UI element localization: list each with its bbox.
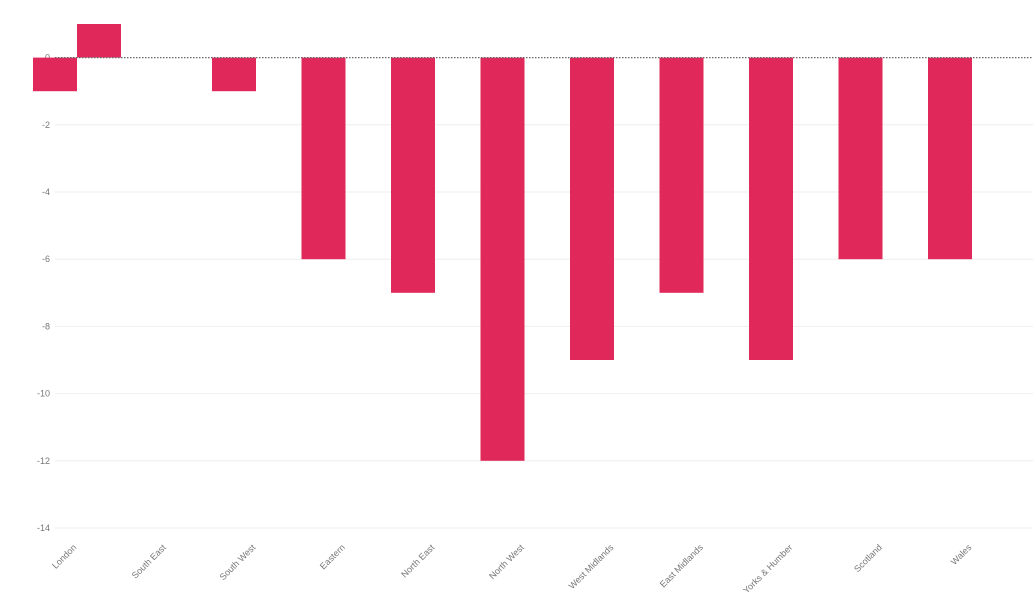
y-axis-ticks: 0-2-4-6-8-10-12-14 <box>37 53 50 533</box>
bar <box>391 57 435 293</box>
x-tick-label: London <box>50 542 78 570</box>
x-tick-label: Yorks & Humber <box>741 542 794 595</box>
y-tick-label: -6 <box>42 254 50 264</box>
x-tick-label: Eastern <box>318 542 347 571</box>
y-tick-label: -12 <box>37 456 50 466</box>
x-tick-label: North West <box>487 542 526 581</box>
x-tick-label: North East <box>399 542 436 579</box>
x-tick-label: Scotland <box>852 542 884 574</box>
y-tick-label: -10 <box>37 389 50 399</box>
bar <box>480 57 525 461</box>
chart-title <box>0 0 1033 14</box>
x-tick-label: South East <box>130 542 169 581</box>
x-tick-label: South West <box>218 542 258 582</box>
y-tick-label: -2 <box>42 120 50 130</box>
bar <box>77 24 121 58</box>
bars <box>33 24 972 461</box>
x-axis-ticks: London South East South West Eastern North E… <box>50 542 974 596</box>
y-tick-label: -4 <box>42 187 50 197</box>
bar <box>212 57 256 92</box>
x-tick-label: West Midlands <box>567 542 616 591</box>
x-tick-label: Wales <box>949 542 974 567</box>
y-tick-label: -14 <box>37 523 50 533</box>
bar <box>659 57 704 293</box>
bar <box>928 57 972 260</box>
y-tick-label: -8 <box>42 321 50 331</box>
bar <box>838 57 883 260</box>
x-tick-label: East Midlands <box>658 542 705 589</box>
bar <box>301 57 346 260</box>
bar <box>33 57 77 92</box>
bar <box>570 57 614 360</box>
bar <box>749 57 793 360</box>
grid-lines <box>55 124 1033 529</box>
